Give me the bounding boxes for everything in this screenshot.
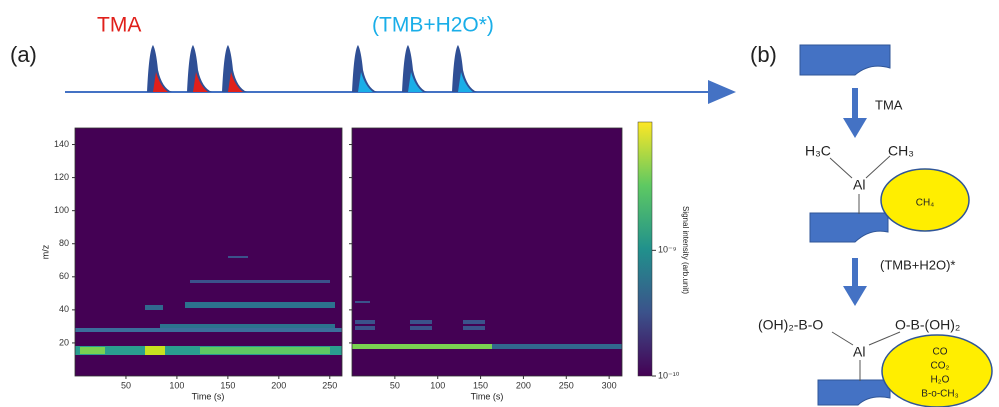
byproduct: CO₂ <box>931 361 950 372</box>
plot-frame <box>351 127 623 377</box>
panel-label: (b) <box>750 42 777 67</box>
y-tick-label: 60 <box>59 271 69 281</box>
ligand: H₃C <box>805 143 831 159</box>
byproduct: CO <box>933 347 948 358</box>
arrow <box>843 88 867 306</box>
panel-label: (a) <box>10 42 37 67</box>
metal: Al <box>853 344 865 360</box>
ligand: CH₃ <box>888 143 914 159</box>
substrate <box>799 44 891 406</box>
ligand: (OH)₂-B-O <box>758 317 823 333</box>
colorbar-tick-label: 10⁻¹⁰ <box>658 370 680 380</box>
y-tick-label: 40 <box>59 304 69 314</box>
x-tick-label: 150 <box>220 380 235 390</box>
x-tick-label: 50 <box>121 380 131 390</box>
ligand: O-B-(OH)₂ <box>895 317 960 333</box>
metal: Al <box>853 177 865 193</box>
colorbar-tick-label: 10⁻⁹ <box>658 245 677 255</box>
x-tick-label: 250 <box>559 380 574 390</box>
heatmap-2 <box>352 128 622 376</box>
byproduct: H₂O <box>931 375 950 386</box>
byproduct: CH₄ <box>916 198 935 209</box>
precursor-label: (TMB+H2O*) <box>372 14 494 37</box>
x-tick-label: 50 <box>390 380 400 390</box>
y-tick-label: 120 <box>54 172 69 182</box>
y-tick-label: 140 <box>54 139 69 149</box>
y-tick-label: 20 <box>59 337 69 347</box>
x-tick-label: 150 <box>473 380 488 390</box>
x-tick-label: 200 <box>516 380 531 390</box>
precursor-label: TMA <box>97 14 141 37</box>
x-axis-label: Time (s) <box>471 391 504 401</box>
colorbar-label: Signal intensity (arb.unit) <box>681 206 690 294</box>
plot-frame <box>74 127 343 377</box>
x-tick-label: 100 <box>169 380 184 390</box>
bonds <box>829 155 901 381</box>
y-axis-label: m/z <box>40 244 50 259</box>
heatmap-1 <box>75 128 342 376</box>
x-axis-label: Time (s) <box>192 391 225 401</box>
step-label: (TMB+H2O)* <box>880 257 955 272</box>
x-tick-label: 100 <box>430 380 445 390</box>
y-tick-label: 80 <box>59 238 69 248</box>
colorbar <box>637 121 653 377</box>
timeline <box>65 45 736 104</box>
x-tick-label: 250 <box>322 380 337 390</box>
byproduct: B-o-CH₃ <box>921 389 958 400</box>
x-tick-label: 200 <box>271 380 286 390</box>
step-label: TMA <box>875 97 903 112</box>
byproducts: CH₄ CO CO₂ H₂O B-o-CH₃ <box>916 198 959 400</box>
x-tick-label: 300 <box>602 380 617 390</box>
y-tick-label: 100 <box>54 205 69 215</box>
